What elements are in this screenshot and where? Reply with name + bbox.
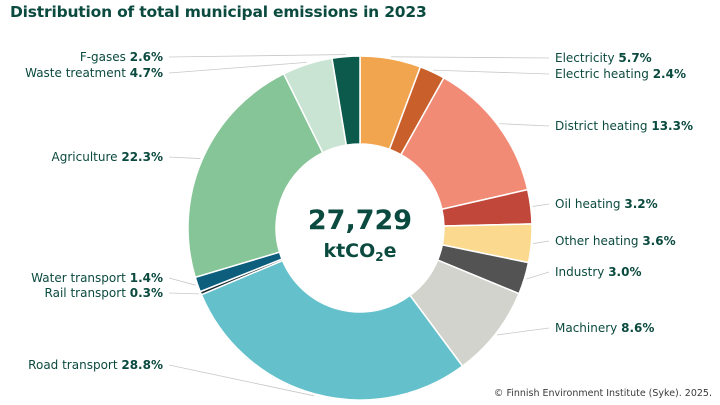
leader-rail-transport xyxy=(168,292,199,295)
label-industry: Industry 3.0% xyxy=(555,265,641,279)
leader-water-transport xyxy=(168,277,196,286)
label-name: Rail transport xyxy=(45,286,130,300)
label-machinery: Machinery 8.6% xyxy=(555,321,654,335)
leader-electric-heating xyxy=(433,69,550,75)
label-percent: 22.3% xyxy=(121,150,163,164)
unit-subscript: 2 xyxy=(375,250,383,264)
label-waste-treatment: Waste treatment 4.7% xyxy=(25,66,163,80)
label-oil-heating: Oil heating 3.2% xyxy=(555,197,658,211)
unit-suffix: e xyxy=(384,240,397,262)
donut-slices xyxy=(187,55,533,401)
label-percent: 3.0% xyxy=(608,265,641,279)
slice-road-transport xyxy=(200,259,464,401)
slice-f-gases xyxy=(331,55,361,146)
label-district-heating: District heating 13.3% xyxy=(555,119,693,133)
leader-waste-treatment xyxy=(168,61,307,74)
label-other-heating: Other heating 3.6% xyxy=(555,234,676,248)
label-percent: 3.2% xyxy=(624,197,657,211)
label-name: District heating xyxy=(555,119,651,133)
label-name: Road transport xyxy=(28,358,121,372)
label-percent: 5.7% xyxy=(618,51,651,65)
label-name: Water transport xyxy=(31,271,130,285)
leader-other-heating xyxy=(533,240,550,244)
label-road-transport: Road transport 28.8% xyxy=(28,358,163,372)
label-electricity: Electricity 5.7% xyxy=(555,51,652,65)
leader-lines xyxy=(168,54,550,397)
leader-road-transport xyxy=(168,364,315,397)
total-value: 27,729 xyxy=(308,205,412,236)
label-name: Agriculture xyxy=(52,150,122,164)
label-name: Waste treatment xyxy=(25,66,130,80)
label-name: Other heating xyxy=(555,234,642,248)
label-name: Industry xyxy=(555,265,608,279)
total-unit: ktCO2e xyxy=(323,240,396,264)
leader-industry xyxy=(526,271,550,280)
label-name: Electricity xyxy=(555,51,618,65)
label-percent: 8.6% xyxy=(621,321,654,335)
leader-f-gases xyxy=(168,54,346,58)
label-f-gases: F-gases 2.6% xyxy=(80,50,163,64)
source-credit: © Finnish Environment Institute (Syke). … xyxy=(493,388,712,399)
label-name: F-gases xyxy=(80,50,130,64)
label-percent: 0.3% xyxy=(130,286,163,300)
label-percent: 4.7% xyxy=(130,66,163,80)
label-percent: 2.6% xyxy=(130,50,163,64)
label-percent: 3.6% xyxy=(642,234,675,248)
label-water-transport: Water transport 1.4% xyxy=(31,271,163,285)
leader-district-heating xyxy=(499,123,550,127)
label-percent: 28.8% xyxy=(121,358,163,372)
slice-agriculture xyxy=(187,72,324,279)
label-percent: 2.4% xyxy=(653,67,686,81)
center-total: 27,729 ktCO2e xyxy=(308,205,412,264)
leader-oil-heating xyxy=(532,203,550,207)
label-electric-heating: Electric heating 2.4% xyxy=(555,67,686,81)
slice-labels: Electricity 5.7% Electric heating 2.4% Dis… xyxy=(25,50,693,372)
label-agriculture: Agriculture 22.3% xyxy=(52,150,163,164)
unit-prefix: ktCO xyxy=(323,240,375,262)
label-name: Oil heating xyxy=(555,197,624,211)
label-percent: 13.3% xyxy=(651,119,693,133)
label-rail-transport: Rail transport 0.3% xyxy=(45,286,163,300)
label-name: Machinery xyxy=(555,321,621,335)
leader-electricity xyxy=(391,56,550,59)
label-percent: 1.4% xyxy=(130,271,163,285)
label-name: Electric heating xyxy=(555,67,653,81)
leader-machinery xyxy=(497,327,550,336)
chart-title: Distribution of total municipal emission… xyxy=(10,3,427,21)
leader-agriculture xyxy=(168,156,201,159)
